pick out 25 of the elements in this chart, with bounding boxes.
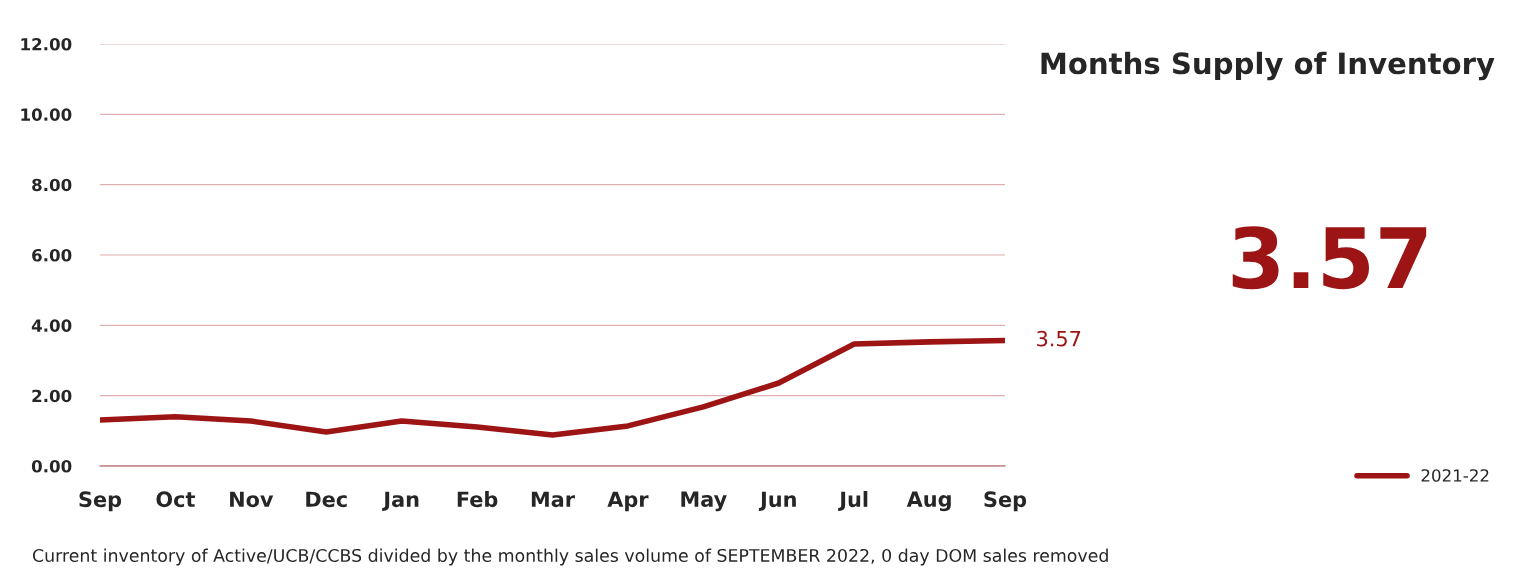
y-tick-label: 10.00 [21,108,72,121]
x-tick-label: Mar [531,491,575,508]
text: Months Supply of Inventory [1041,51,1495,81]
x-tick-label: Apr [607,491,649,512]
x-tick-label: Nov [230,491,274,508]
y-tick-label: 8.00 [32,178,72,192]
text: 3.57 [1232,226,1427,290]
x-tick-label: Oct [156,491,195,508]
x-tick-label: Jun [758,491,796,511]
x-tick-label: Feb [457,491,498,508]
legend-label: 2021-22 [1421,469,1489,482]
x-tick-label: Sep [984,491,1027,512]
text: Current inventory of Active/UCB/CCBS divided by the monthly sales volume of SEPTEMBER 2022, 0 day DOM sales removed [32,548,1108,566]
y-tick-label: 2.00 [32,389,72,403]
x-tick-label: Dec [306,491,347,508]
x-tick-label: Sep [79,491,122,512]
y-tick-label: 6.00 [32,248,72,262]
x-tick-label: Jul [838,491,868,511]
y-tick-label: 12.00 [21,37,72,51]
x-tick-label: Aug [906,491,951,512]
y-tick-label: 0.00 [31,459,72,473]
x-tick-label: Jan [382,491,419,511]
y-tick-label: 4.00 [31,319,72,332]
data-label: 3.57 [1037,330,1081,347]
x-tick-label: May [681,491,727,512]
